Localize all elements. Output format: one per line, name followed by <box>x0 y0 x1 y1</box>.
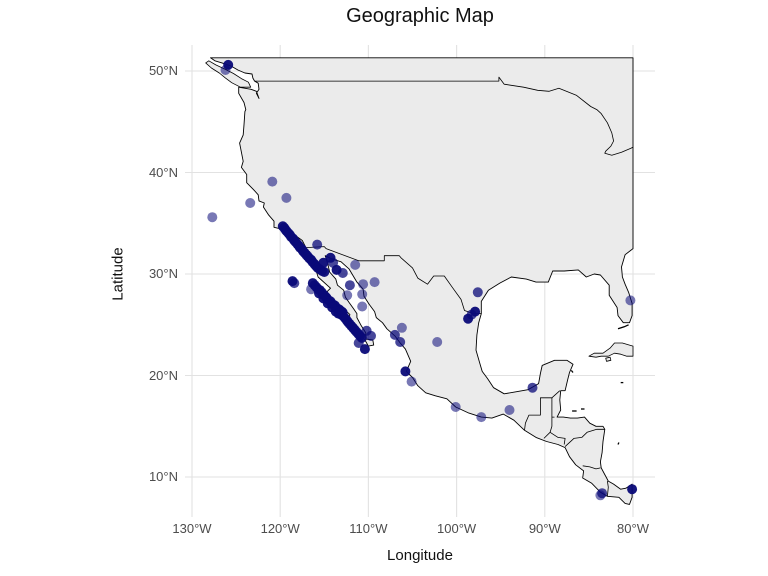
data-point <box>319 267 330 277</box>
y-tick-label: 50°N <box>148 63 178 78</box>
map-island <box>588 342 634 358</box>
y-tick-label: 40°N <box>148 164 178 180</box>
country-border <box>564 428 605 447</box>
data-point <box>344 280 355 291</box>
data-point <box>395 337 406 347</box>
data-point <box>625 295 636 306</box>
country-border <box>582 465 601 470</box>
x-tick-label: 80°W <box>617 521 649 536</box>
map-islet <box>617 442 620 445</box>
data-point <box>527 382 538 393</box>
data-point <box>207 212 218 223</box>
country-border <box>607 481 609 497</box>
data-point <box>337 268 348 278</box>
data-point <box>245 198 256 208</box>
data-point <box>220 65 231 75</box>
data-point <box>595 490 606 501</box>
data-point <box>350 259 361 270</box>
country-border <box>549 431 566 445</box>
data-point <box>396 322 407 333</box>
data-point <box>450 402 461 412</box>
data-point <box>432 337 443 347</box>
data-point <box>267 176 278 187</box>
y-tick-label: 10°N <box>148 469 178 484</box>
data-point <box>406 376 417 387</box>
map-islet <box>617 324 629 330</box>
data-point <box>357 289 368 300</box>
data-point <box>476 412 487 423</box>
data-point <box>358 279 369 290</box>
map-mainland <box>210 57 634 505</box>
data-point <box>389 329 400 340</box>
country-border <box>305 246 482 314</box>
data-point <box>312 239 323 250</box>
data-point <box>357 301 368 312</box>
x-tick-label: 100°W <box>437 521 477 536</box>
data-point <box>504 405 515 415</box>
x-axis-title: Longitude <box>387 547 453 564</box>
data-point <box>366 330 376 341</box>
chart-title: Geographic Map <box>346 5 494 27</box>
data-point <box>359 344 370 355</box>
data-point <box>472 287 483 298</box>
country-border <box>543 417 553 439</box>
x-tick-label: 130°W <box>172 521 212 536</box>
data-point <box>369 277 380 288</box>
country-border <box>254 76 634 156</box>
data-point <box>342 290 353 301</box>
data-point <box>281 192 292 203</box>
data-point <box>318 257 329 268</box>
y-tick-label: 20°N <box>148 367 178 383</box>
data-point <box>353 338 364 348</box>
data-point <box>400 366 411 377</box>
map-islet <box>570 369 574 373</box>
data-point <box>289 278 300 289</box>
map-island <box>605 356 612 362</box>
y-tick-label: 30°N <box>148 266 178 281</box>
x-tick-label: 90°W <box>528 521 561 536</box>
data-point <box>627 484 638 495</box>
x-tick-label: 120°W <box>260 521 300 536</box>
data-point <box>466 309 477 320</box>
x-tick-label: 110°W <box>349 521 388 536</box>
map-panel <box>185 45 655 517</box>
